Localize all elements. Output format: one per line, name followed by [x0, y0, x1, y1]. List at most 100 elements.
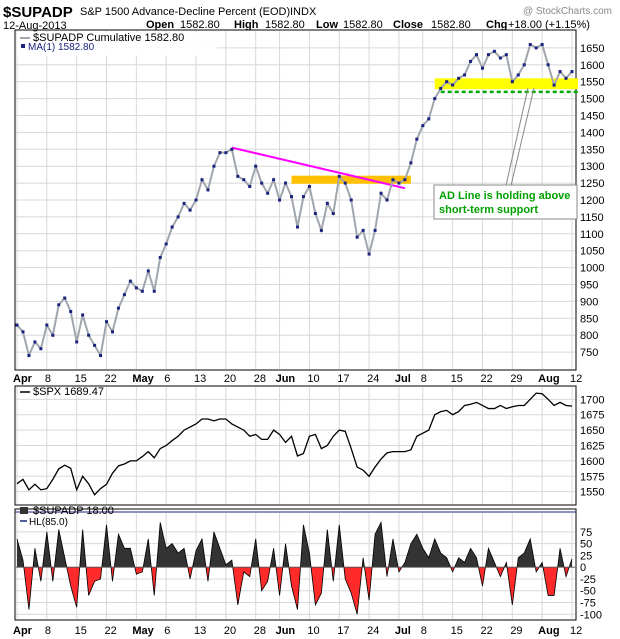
supadp-point — [146, 269, 150, 273]
hl-panel-frame — [14, 508, 577, 621]
hl-line — [16, 521, 573, 615]
supadp-point — [295, 225, 299, 229]
x-tick-label: 28 — [254, 373, 266, 385]
supadp-point — [415, 137, 419, 141]
chg-value: +18.00 (+1.15%) — [508, 19, 590, 31]
supadp-point — [331, 212, 335, 216]
y-tick-label: 1250 — [580, 178, 604, 190]
y-tick-label: 1625 — [580, 441, 604, 453]
x-tick-label: 15 — [451, 625, 463, 637]
hl-negative-area — [151, 567, 157, 596]
hl-negative-area — [364, 567, 373, 601]
hl-negative-area — [258, 567, 271, 591]
y-tick-label: 1550 — [580, 487, 604, 499]
high-value: 1582.80 — [265, 19, 305, 31]
y-tick-label: 750 — [580, 347, 598, 359]
x-tick-label: Apr — [13, 625, 33, 637]
x-tick-label: 17 — [337, 625, 349, 637]
supadp-point — [158, 255, 162, 259]
x-tick-label: 6 — [164, 625, 170, 637]
spx-legend: $SPX 1689.47 — [20, 386, 104, 398]
high-label: High — [234, 19, 259, 31]
hl-positive-area — [114, 534, 135, 568]
supadp-point — [337, 174, 341, 178]
open-label: Open — [146, 19, 174, 31]
callout-text-line2: short-term support — [439, 204, 538, 216]
x-tick-label: May — [132, 373, 154, 385]
y-tick-label: 1600 — [580, 456, 604, 468]
x-tick-label: 8 — [45, 625, 51, 637]
supadp-point — [128, 279, 132, 283]
hl-positive-area — [300, 524, 312, 568]
supadp-point — [188, 208, 192, 212]
supadp-point — [528, 43, 532, 47]
hl-negative-area — [205, 567, 210, 582]
main-legend: $SUPADP Cumulative 1582.80 MA(1) 1582.80 — [17, 32, 217, 56]
series-description: S&P 1500 Advance-Decline Percent (EOD) — [80, 6, 290, 18]
y-tick-label: -25 — [580, 574, 596, 586]
callout-box — [433, 184, 578, 220]
y-tick-label: 1500 — [580, 94, 604, 106]
watermark: @ StockCharts.com — [523, 6, 612, 17]
supadp-point — [403, 178, 407, 182]
supadp-point — [421, 124, 425, 128]
hl-negative-area — [134, 567, 144, 575]
y-tick-label: -100 — [580, 609, 602, 621]
x-tick-label: 22 — [105, 373, 117, 385]
supadp-point — [15, 323, 19, 327]
supadp-point — [504, 53, 508, 57]
x-tick-label: 17 — [337, 373, 349, 385]
supadp-point — [307, 184, 311, 188]
hl-positive-area — [557, 548, 565, 568]
x-tick-label: May — [132, 625, 154, 637]
x-tick-label: 20 — [224, 625, 236, 637]
supadp-point — [248, 184, 252, 188]
x-tick-label: 29 — [510, 373, 522, 385]
x-tick-label: Jul — [395, 625, 411, 637]
supadp-point — [51, 333, 55, 337]
y-tick-label: 1400 — [580, 127, 604, 139]
y-tick-label: 850 — [580, 313, 598, 325]
supadp-point — [57, 303, 61, 307]
x-tick-label: 15 — [75, 373, 87, 385]
hl-negative-area — [343, 567, 363, 615]
supadp-line — [16, 43, 573, 359]
supadp-point — [284, 181, 288, 185]
supadp-point — [385, 198, 389, 202]
hl-positive-area — [270, 548, 276, 568]
supadp-point — [480, 66, 484, 70]
hl-legend: $SUPADP 18.00 HL(85.0) — [20, 505, 114, 528]
trendline — [231, 146, 406, 190]
supadp-point — [469, 59, 473, 63]
supadp-point — [475, 53, 479, 57]
hl-negative-area — [311, 567, 324, 605]
supadp-point — [21, 330, 25, 334]
x-tick-label: 22 — [480, 373, 492, 385]
low-value: 1582.80 — [343, 19, 383, 31]
x-tick-label: Jun — [276, 625, 296, 637]
y-tick-label: 50 — [580, 539, 592, 551]
x-tick-label: 20 — [224, 373, 236, 385]
hl-negative-area — [276, 567, 283, 596]
x-tick-label: 28 — [254, 625, 266, 637]
y-tick-label: -50 — [580, 586, 596, 598]
symbol-title: $SUPADP — [3, 4, 73, 21]
hl-positive-area — [485, 548, 497, 568]
hl-positive-area — [251, 538, 259, 568]
hl-negative-area — [496, 567, 505, 577]
supadp-point — [152, 289, 156, 293]
x-tick-label: 12 — [570, 625, 582, 637]
supadp-point — [218, 151, 222, 155]
supadp-point — [236, 174, 240, 178]
supadp-point — [45, 323, 49, 327]
x-tick-label: 12 — [570, 373, 582, 385]
hl-positive-area — [42, 531, 52, 568]
supadp-point — [75, 340, 79, 344]
y-tick-label: 800 — [580, 330, 598, 342]
supadp-point — [325, 201, 329, 205]
x-tick-label: 29 — [510, 625, 522, 637]
y-tick-label: 1450 — [580, 111, 604, 123]
hl-oscillator-series — [16, 521, 575, 615]
exchange-label: INDX — [290, 6, 317, 18]
